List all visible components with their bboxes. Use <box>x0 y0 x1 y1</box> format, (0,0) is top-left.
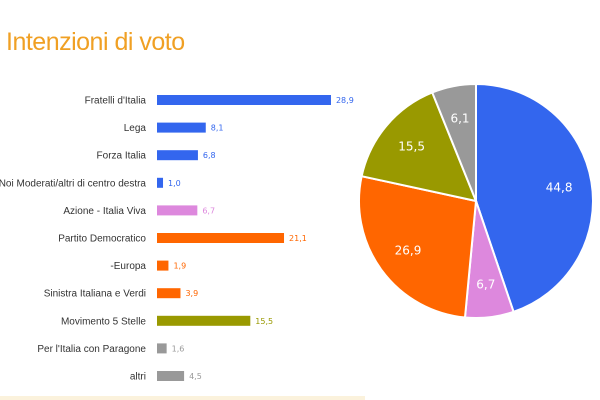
category-label: Sinistra Italiana e Verdi <box>44 289 146 300</box>
bar-value-label: 1,9 <box>173 262 186 271</box>
pie-chart: 44,8 6,7 26,9 15,5 6,1 <box>358 82 594 319</box>
category-label: Per l'Italia con Paragone <box>37 344 146 355</box>
pie-slice-label: 15,5 <box>398 140 425 154</box>
bar-value-label: 1,6 <box>172 344 185 353</box>
pie-slice-label: 6,1 <box>450 111 469 125</box>
bar <box>157 371 185 381</box>
category-label: Movimento 5 Stelle <box>61 316 146 327</box>
bar-value-label: 15,5 <box>255 317 273 326</box>
bar-value-label: 6,8 <box>203 151 216 160</box>
bar <box>157 122 206 133</box>
bar <box>157 177 164 188</box>
category-label: altri <box>130 372 146 383</box>
category-label: Partito Democratico <box>58 234 146 245</box>
category-label: Lega <box>124 123 147 134</box>
bar <box>157 288 181 299</box>
pie-slice <box>430 82 477 202</box>
bar <box>157 150 198 161</box>
bar <box>157 233 285 243</box>
pie-slice-label: 44,8 <box>546 180 573 194</box>
chart-title: Intenzioni di voto <box>6 28 185 56</box>
pie-slice-label: 26,9 <box>395 244 422 258</box>
pie-slice <box>358 175 478 319</box>
bar-chart: Fratelli d'Italia 28,9 Lega 8,1 Forza Italia… <box>0 95 354 383</box>
pie-slice-label: 6,7 <box>476 278 495 292</box>
bar-value-label: 28,9 <box>336 96 354 105</box>
category-label: Noi Moderati/altri di centro destra <box>0 178 146 189</box>
pie-slice <box>475 82 594 314</box>
category-label: Forza Italia <box>97 151 147 162</box>
bar <box>157 315 251 326</box>
bar <box>157 343 167 354</box>
bar <box>157 95 331 105</box>
bar-value-label: 3,9 <box>185 289 198 298</box>
bar <box>157 260 169 271</box>
bar <box>157 205 198 216</box>
category-label: Azione - Italia Viva <box>63 206 146 217</box>
footer-strip <box>0 396 365 400</box>
pie-slice <box>360 91 478 203</box>
category-label: Fratelli d'Italia <box>85 96 147 107</box>
bar-value-label: 4,5 <box>189 372 202 381</box>
bar-value-label: 6,7 <box>202 206 215 215</box>
bar-value-label: 1,0 <box>168 179 181 188</box>
bar-value-label: 8,1 <box>211 124 224 133</box>
category-label: -Europa <box>110 261 146 272</box>
bar-value-label: 21,1 <box>289 234 307 243</box>
